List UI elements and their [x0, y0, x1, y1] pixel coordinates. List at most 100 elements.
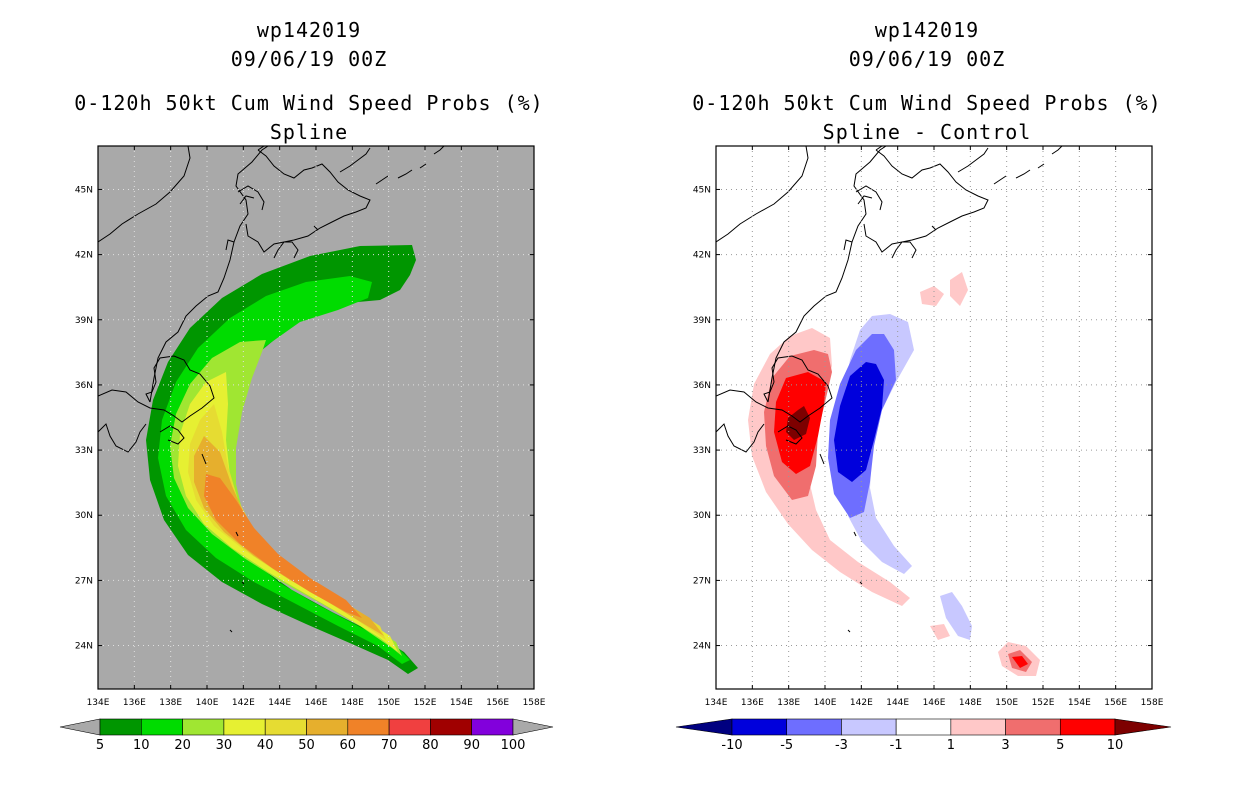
colorbar-label: 5 [1056, 738, 1064, 753]
diff-neg-4 [940, 592, 972, 640]
x-tick-label: 158E [1141, 698, 1164, 708]
coastline-segment [855, 185, 883, 211]
x-tick-label: 142E [232, 698, 255, 708]
x-tick-label: 134E [705, 698, 728, 708]
colorbar-box [306, 718, 349, 736]
x-tick-label: 152E [1032, 698, 1055, 708]
right-chart-title: 0-120h 50kt Cum Wind Speed Probs (%) [692, 91, 1162, 115]
y-tick-label: 39N [693, 316, 711, 326]
coastline-segment [1037, 163, 1045, 169]
colorbar-box [141, 718, 183, 736]
diff-pos-9 [950, 272, 968, 306]
colorbar-label: -3 [835, 738, 848, 753]
swath-20pct [170, 340, 402, 656]
left-datetime: 09/06/19 00Z [230, 47, 388, 71]
colorbar-box [99, 718, 142, 736]
coastline-segment [397, 169, 413, 179]
right-panel: wp142019 09/06/19 00Z 0-120h 50kt Cum Wi… [618, 0, 1236, 800]
coastline-segment [716, 423, 765, 453]
colorbar-label: 5 [96, 738, 104, 753]
y-tick-label: 36N [75, 381, 93, 391]
coastline-segment [241, 581, 245, 585]
right-datetime: 09/06/19 00Z [848, 47, 1006, 71]
coastline-segment [201, 453, 207, 465]
swath-60pct [204, 474, 362, 618]
colorbar-box [347, 718, 390, 736]
coastline-segment [931, 225, 937, 231]
right-storm-id: wp142019 [874, 18, 980, 42]
x-tick-label: 138E [159, 698, 182, 708]
y-tick-label: 27N [75, 576, 93, 586]
colorbar-label: 10 [133, 738, 150, 753]
y-tick-label: 30N [75, 511, 93, 521]
coastline-segment [225, 239, 235, 251]
coastline-segment [847, 629, 851, 633]
colorbar-label: 10 [1107, 738, 1124, 753]
colorbar-box [1059, 718, 1116, 736]
colorbar-label: 60 [340, 738, 357, 753]
coastline-segment [767, 146, 887, 403]
coastline-segment [237, 185, 265, 211]
left-coastlines [98, 146, 445, 633]
left-panel: wp142019 09/06/19 00Z 0-120h 50kt Cum Wi… [74, 18, 544, 144]
coastline-segment [1015, 169, 1031, 179]
colorbar-box [786, 718, 842, 736]
left-chart-subtitle: Spline [269, 120, 349, 144]
left-axes: 134E 136E 138E 140E 142E 144E 146E 148E 150E 152E… [75, 145, 546, 708]
coastline-segment [819, 453, 825, 465]
y-tick-label: 24N [75, 642, 93, 652]
coastline-segment [245, 149, 371, 253]
right-coastlines [716, 146, 1063, 633]
right-chart-subtitle: Spline - Control [822, 120, 1032, 144]
colorbar-label: -1 [890, 738, 903, 753]
left-chart-title: 0-120h 50kt Cum Wind Speed Probs (%) [74, 91, 544, 115]
coastline-segment [857, 195, 873, 205]
diff-neg-3 [834, 362, 884, 482]
colorbar-box [182, 718, 225, 736]
coastline-segment [891, 241, 917, 259]
y-tick-label: 39N [75, 316, 93, 326]
coastline-segment [98, 146, 191, 243]
colorbar-box [430, 718, 472, 736]
colorbar-box [731, 718, 788, 736]
colorbar-box [950, 718, 1006, 736]
x-tick-label: 136E [123, 698, 146, 708]
x-tick-label: 144E [268, 698, 291, 708]
diff-pos-4 [786, 406, 810, 440]
colorbar-label: 90 [463, 738, 480, 753]
coastline-segment [957, 147, 989, 173]
colorbar-label: 20 [174, 738, 191, 753]
colorbar-extend-high [512, 718, 554, 736]
coastline-segment [149, 146, 269, 403]
colorbar-label: 1 [947, 738, 955, 753]
x-tick-label: 156E [1104, 698, 1127, 708]
x-tick-label: 140E [196, 698, 219, 708]
x-tick-label: 134E [87, 698, 110, 708]
coastline-segment [1051, 146, 1063, 155]
y-tick-label: 33N [75, 446, 93, 456]
diff-pos-10 [930, 624, 950, 640]
x-tick-label: 150E [995, 698, 1018, 708]
left-storm-id: wp142019 [256, 18, 362, 42]
x-tick-label: 136E [741, 698, 764, 708]
x-tick-label: 142E [850, 698, 873, 708]
x-tick-label: 154E [450, 698, 473, 708]
diff-pos-7 [1012, 656, 1028, 668]
y-tick-label: 30N [693, 511, 711, 521]
x-tick-label: 150E [377, 698, 400, 708]
colorbar-box [388, 718, 431, 736]
colorbar-box [895, 718, 952, 736]
y-tick-label: 33N [693, 446, 711, 456]
coastline-segment [843, 239, 853, 251]
diff-pos-8 [920, 286, 944, 306]
coastline-segment [716, 146, 809, 243]
coastline-segment [339, 147, 371, 173]
colorbar-label: -5 [780, 738, 793, 753]
coastline-segment [235, 531, 239, 537]
colorbar-label: 40 [257, 738, 274, 753]
colorbar-extend-low [675, 718, 733, 736]
left-colorbar: 5 10 20 30 40 50 60 70 80 90 100 [59, 718, 554, 753]
coastline-segment [993, 175, 1007, 185]
coastline-segment [375, 175, 389, 185]
